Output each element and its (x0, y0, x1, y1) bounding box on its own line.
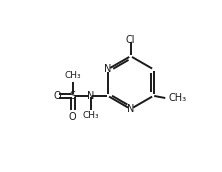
Text: CH₃: CH₃ (82, 111, 99, 120)
Text: N: N (104, 64, 111, 74)
Text: N: N (87, 91, 94, 101)
Text: O: O (54, 91, 61, 101)
Text: N: N (127, 104, 134, 114)
Text: CH₃: CH₃ (64, 71, 81, 80)
Text: Cl: Cl (126, 35, 135, 45)
Text: CH₃: CH₃ (168, 93, 186, 103)
Text: O: O (69, 112, 77, 122)
Text: S: S (70, 91, 76, 101)
